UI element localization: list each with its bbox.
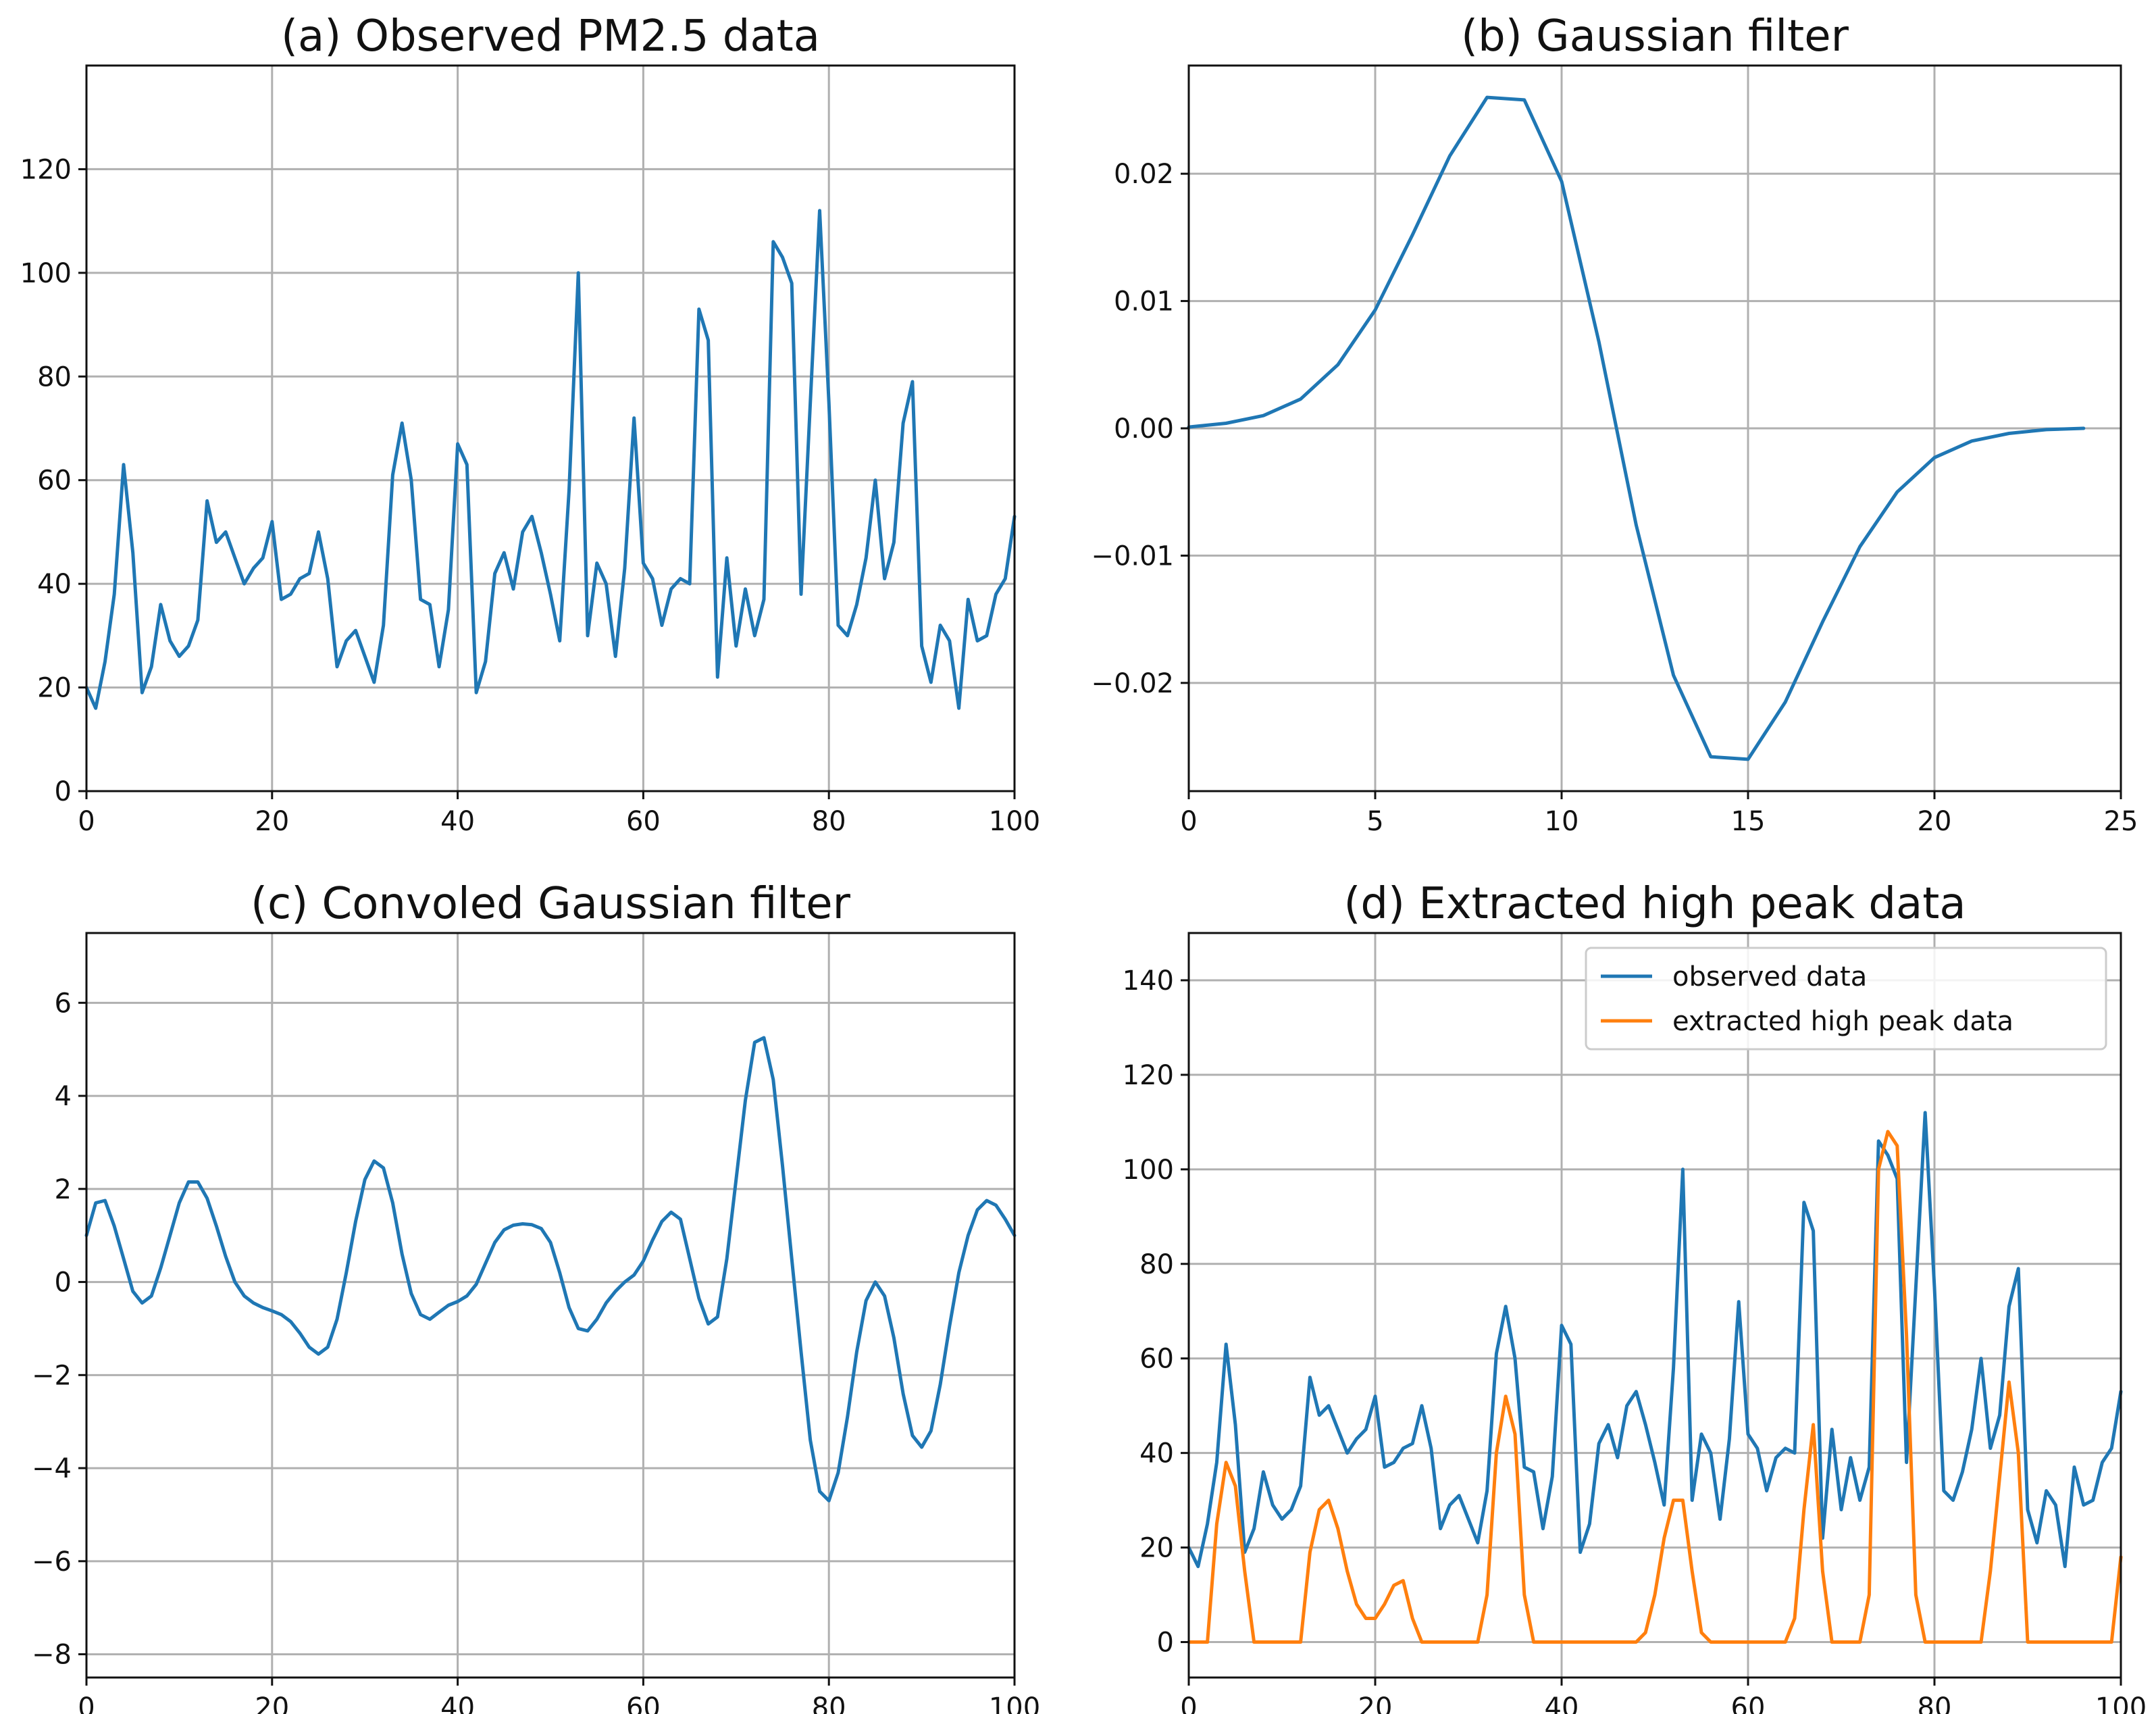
chart-title: (d) Extracted high peak data <box>1343 879 1966 929</box>
x-tick-label: 100 <box>989 1692 1040 1714</box>
x-tick-label: 40 <box>1545 1692 1579 1714</box>
y-tick-label: 6 <box>55 988 72 1019</box>
y-tick-label: 0.01 <box>1114 286 1174 318</box>
legend-box <box>1585 947 2107 1051</box>
panel-a: 0 20 40 60 80 100 0 20 40 60 80 100 120 (a) Observed … <box>20 11 1041 837</box>
y-tick-label: 40 <box>1139 1438 1174 1469</box>
series-line-primary <box>1187 95 2086 761</box>
y-tick-label: −0.01 <box>1091 540 1174 572</box>
x-tick-label: 80 <box>812 1692 846 1714</box>
legend-label: observed data <box>1672 961 1867 992</box>
x-tick-label: 0 <box>78 1692 95 1714</box>
y-tick-label: −4 <box>32 1453 72 1484</box>
y-tick-label: 60 <box>37 465 72 497</box>
x-tick-label: 20 <box>1918 806 1952 837</box>
x-tick-label: 20 <box>255 1692 289 1714</box>
x-tick-label: 10 <box>1545 806 1579 837</box>
y-tick-label: −2 <box>32 1360 72 1391</box>
x-tick-label: 100 <box>2095 1692 2147 1714</box>
y-tick-label: 4 <box>55 1081 72 1112</box>
y-tick-label: −0.02 <box>1091 668 1174 699</box>
y-tick-label: 100 <box>20 258 72 289</box>
y-tick-label: 80 <box>1139 1249 1174 1280</box>
x-tick-label: 0 <box>1180 806 1197 837</box>
x-tick-label: 5 <box>1366 806 1383 837</box>
x-tick-label: 100 <box>989 806 1040 837</box>
axes-frame <box>85 64 1016 792</box>
x-tick-label: 40 <box>440 1692 475 1714</box>
y-tick-label: 140 <box>1123 965 1174 997</box>
panel-b: 0 5 10 15 20 25 −0.02 −0.01 0.00 0.01 0.02 (b) Gaus… <box>1091 11 2138 837</box>
axes-frame <box>1187 932 2122 1679</box>
y-tick-label: 0 <box>55 776 72 807</box>
y-tick-label: 2 <box>55 1174 72 1205</box>
x-tick-label: 60 <box>626 806 661 837</box>
y-tick-label: −8 <box>32 1640 72 1671</box>
x-tick-label: 40 <box>440 806 475 837</box>
y-tick-label: 40 <box>37 569 72 600</box>
series-line-primary <box>1187 1111 2123 1569</box>
chart-title: (b) Gaussian filter <box>1461 11 1849 61</box>
x-tick-label: 60 <box>626 1692 661 1714</box>
x-tick-label: 15 <box>1731 806 1766 837</box>
y-tick-label: 0 <box>1157 1628 1174 1659</box>
series-line-primary <box>84 1036 1017 1503</box>
y-tick-label: 0 <box>55 1267 72 1299</box>
y-tick-label: 100 <box>1123 1155 1174 1186</box>
y-tick-label: 20 <box>1139 1533 1174 1564</box>
y-tick-label: 120 <box>20 154 72 185</box>
chart-title: (a) Observed PM2.5 data <box>281 11 820 61</box>
axes-frame <box>85 932 1016 1679</box>
y-tick-label: 0.02 <box>1114 159 1174 190</box>
series-line-primary <box>84 209 1017 710</box>
panel-c: 0 20 40 60 80 100 −8 −6 −4 −2 0 2 4 6 (c) Convoled Gau… <box>32 879 1040 1714</box>
x-tick-label: 80 <box>812 806 846 837</box>
x-tick-label: 0 <box>1180 1692 1197 1714</box>
y-tick-label: 80 <box>37 361 72 393</box>
y-tick-label: 60 <box>1139 1344 1174 1375</box>
x-tick-label: 25 <box>2104 806 2138 837</box>
x-tick-label: 0 <box>78 806 95 837</box>
y-tick-label: −6 <box>32 1546 72 1578</box>
y-tick-label: 20 <box>37 673 72 704</box>
panel-d: 0 20 40 60 80 100 0 20 40 60 80 100 120 140 (d) Extrac… <box>1123 879 2147 1714</box>
series-line-secondary <box>1187 1130 2123 1644</box>
y-tick-label: 0.00 <box>1114 413 1174 445</box>
legend-label: extracted high peak data <box>1672 1006 2013 1037</box>
chart-title: (c) Convoled Gaussian filter <box>251 879 851 929</box>
x-tick-label: 80 <box>1918 1692 1952 1714</box>
x-tick-label: 20 <box>1358 1692 1393 1714</box>
x-tick-label: 60 <box>1731 1692 1766 1714</box>
x-tick-label: 20 <box>255 806 289 837</box>
y-tick-label: 120 <box>1123 1060 1174 1091</box>
